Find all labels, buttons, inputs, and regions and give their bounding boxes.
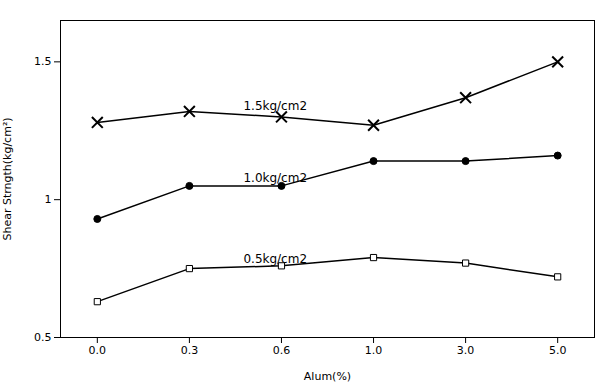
- svg-text:1.5kg/cm2: 1.5kg/cm2: [243, 99, 307, 113]
- svg-text:0.0: 0.0: [89, 344, 107, 357]
- svg-text:Shear Strngth(kg/cm²): Shear Strngth(kg/cm²): [1, 117, 14, 240]
- svg-text:1.5: 1.5: [34, 55, 52, 68]
- svg-text:1.0kg/cm2: 1.0kg/cm2: [243, 171, 307, 185]
- svg-text:1.0: 1.0: [365, 344, 383, 357]
- svg-text:0.3: 0.3: [181, 344, 199, 357]
- svg-text:0.6: 0.6: [273, 344, 291, 357]
- svg-text:5.0: 5.0: [549, 344, 567, 357]
- svg-text:1: 1: [45, 193, 52, 206]
- svg-text:0.5kg/cm2: 0.5kg/cm2: [243, 252, 307, 266]
- svg-text:Alum(%): Alum(%): [304, 370, 351, 382]
- svg-text:3.0: 3.0: [457, 344, 475, 357]
- svg-text:0.5: 0.5: [34, 331, 52, 344]
